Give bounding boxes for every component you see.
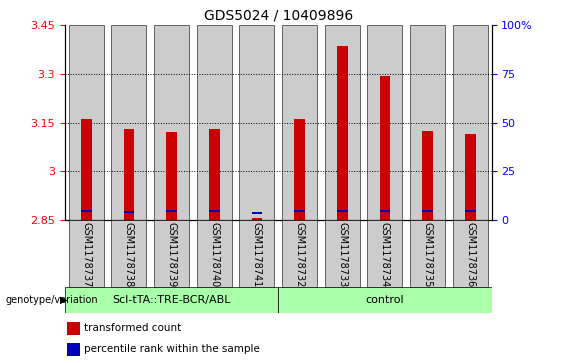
Bar (81, 119, 92, 220)
Bar (67, 343, 80, 356)
Bar (197, 25, 232, 220)
Bar (325, 220, 360, 287)
Bar (69, 25, 104, 220)
Bar (422, 210, 433, 212)
Bar (465, 210, 476, 212)
Bar (111, 220, 146, 287)
Bar (453, 220, 488, 287)
Bar (380, 76, 390, 220)
Bar (154, 220, 189, 287)
Bar (251, 218, 262, 220)
Bar (337, 46, 347, 220)
Bar (111, 25, 146, 220)
Bar (67, 322, 80, 335)
Bar (410, 25, 445, 220)
Bar (465, 134, 476, 220)
Bar (154, 25, 189, 220)
Bar (282, 25, 317, 220)
Text: GSM1178737: GSM1178737 (81, 222, 92, 287)
Text: GSM1178740: GSM1178740 (209, 222, 219, 287)
Text: control: control (366, 295, 404, 305)
Bar (124, 129, 134, 220)
Bar (422, 131, 433, 220)
Bar (81, 210, 92, 212)
Bar (325, 25, 360, 220)
Bar (410, 220, 445, 287)
Bar (294, 119, 305, 220)
Text: transformed count: transformed count (84, 323, 181, 333)
Text: Scl-tTA::TRE-BCR/ABL: Scl-tTA::TRE-BCR/ABL (112, 295, 231, 305)
Bar (294, 210, 305, 212)
Text: GSM1178732: GSM1178732 (294, 222, 305, 287)
Bar (251, 212, 262, 215)
Bar (209, 129, 220, 220)
Bar (240, 25, 275, 220)
Bar (337, 209, 347, 212)
Bar (166, 210, 177, 212)
Bar (367, 25, 402, 220)
Bar (240, 220, 275, 287)
Bar (209, 210, 220, 212)
Bar (282, 220, 317, 287)
Text: GSM1178738: GSM1178738 (124, 222, 134, 287)
Bar (453, 25, 488, 220)
Bar (279, 287, 492, 313)
Text: GSM1178733: GSM1178733 (337, 222, 347, 287)
Text: ▶: ▶ (60, 295, 68, 305)
Title: GDS5024 / 10409896: GDS5024 / 10409896 (203, 9, 353, 23)
Bar (69, 220, 104, 287)
Bar (367, 220, 402, 287)
Text: GSM1178734: GSM1178734 (380, 222, 390, 287)
Bar (197, 220, 232, 287)
Bar (380, 210, 390, 212)
Text: GSM1178736: GSM1178736 (465, 222, 475, 287)
Bar (166, 132, 177, 220)
Text: GSM1178739: GSM1178739 (167, 222, 177, 287)
Text: GSM1178735: GSM1178735 (423, 222, 433, 287)
Bar (65, 287, 278, 313)
Text: percentile rank within the sample: percentile rank within the sample (84, 344, 260, 354)
Text: genotype/variation: genotype/variation (6, 295, 98, 305)
Bar (124, 211, 134, 213)
Text: GSM1178741: GSM1178741 (252, 222, 262, 287)
